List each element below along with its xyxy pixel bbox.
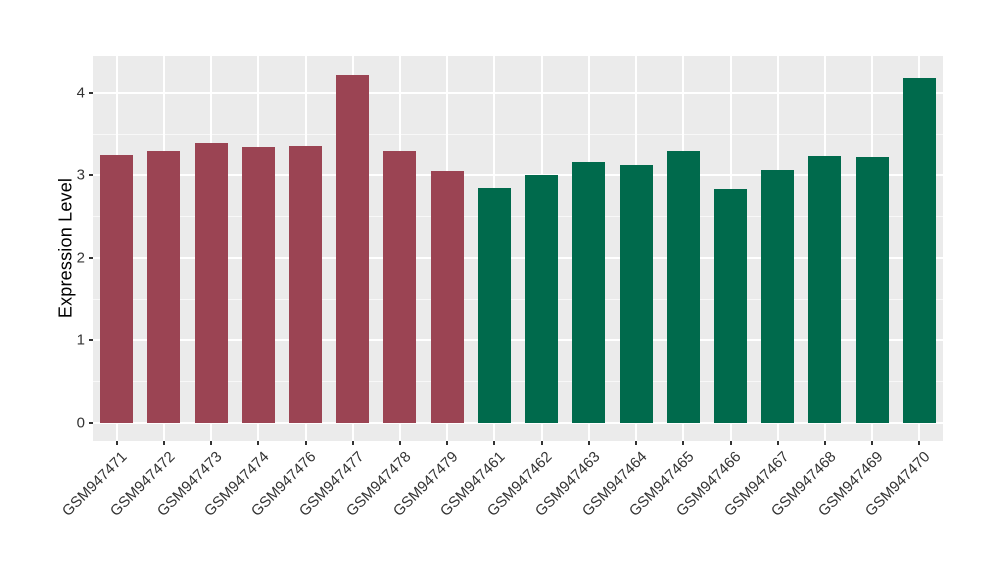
bar-GSM947471 <box>100 154 134 423</box>
x-tick-mark <box>446 441 449 445</box>
y-axis-title: Expression Level <box>55 177 76 319</box>
bar-GSM947461 <box>477 187 511 423</box>
bar-GSM947466 <box>714 188 747 423</box>
major-gridline <box>93 339 943 342</box>
major-gridline <box>93 91 943 94</box>
x-tick-mark <box>635 441 638 445</box>
y-tick-mark <box>89 256 93 259</box>
bar-GSM947476 <box>289 146 322 423</box>
bar-GSM947478 <box>383 150 417 423</box>
minor-gridline <box>93 298 943 300</box>
plot-panel <box>93 56 943 441</box>
y-tick-label: 1 <box>76 331 85 349</box>
bar-GSM947472 <box>147 150 181 423</box>
x-tick-mark <box>398 441 401 445</box>
bar-GSM947470 <box>902 77 936 423</box>
y-tick-label: 3 <box>76 166 85 184</box>
x-tick-mark <box>729 441 732 445</box>
x-tick-mark <box>210 441 213 445</box>
x-tick-mark <box>257 441 260 445</box>
major-gridline <box>93 422 943 424</box>
bar-GSM947468 <box>808 155 842 423</box>
bar-GSM947469 <box>855 157 889 423</box>
y-tick-mark <box>89 91 93 94</box>
bar-GSM947479 <box>430 171 464 423</box>
x-tick-mark <box>823 441 826 445</box>
x-tick-mark <box>540 441 543 445</box>
x-tick-mark <box>587 441 590 445</box>
bar-GSM947463 <box>572 162 606 423</box>
x-tick-mark <box>304 441 307 445</box>
x-tick-mark <box>682 441 685 445</box>
y-tick-label: 0 <box>76 414 85 432</box>
bar-GSM947465 <box>666 150 700 423</box>
x-tick-mark <box>776 441 779 445</box>
y-tick-label: 4 <box>76 84 85 102</box>
bar-GSM947467 <box>761 169 795 423</box>
y-tick-mark <box>89 422 93 424</box>
major-gridline <box>93 256 943 259</box>
minor-gridline <box>93 133 943 135</box>
x-tick-mark <box>351 441 354 445</box>
y-tick-mark <box>89 339 93 342</box>
x-tick-mark <box>871 441 874 445</box>
major-gridline <box>93 174 943 177</box>
bar-GSM947462 <box>525 175 559 423</box>
x-tick-mark <box>115 441 118 445</box>
x-tick-mark <box>493 441 496 445</box>
minor-gridline <box>93 216 943 218</box>
minor-gridline <box>93 381 943 383</box>
bar-GSM947473 <box>194 143 228 423</box>
x-tick-mark <box>918 441 921 445</box>
bar-GSM947477 <box>336 75 370 423</box>
y-tick-mark <box>89 174 93 177</box>
bar-GSM947464 <box>619 164 653 423</box>
y-tick-label: 2 <box>76 249 85 267</box>
x-tick-mark <box>162 441 165 445</box>
bar-GSM947474 <box>241 147 275 423</box>
